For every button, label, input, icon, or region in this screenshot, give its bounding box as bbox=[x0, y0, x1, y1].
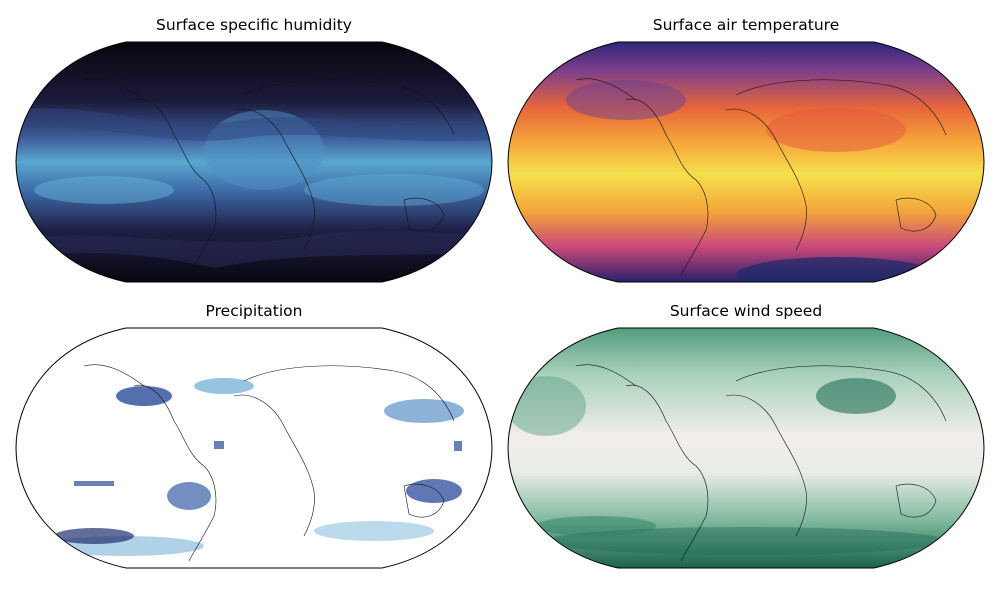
map-border bbox=[15, 327, 493, 569]
coastlines bbox=[575, 364, 947, 562]
map-border bbox=[507, 41, 985, 283]
humidity-field bbox=[16, 42, 492, 282]
panel-title: Surface specific humidity bbox=[156, 16, 352, 34]
map-surface-air-temperature bbox=[507, 41, 985, 283]
panel-surface-specific-humidity: Surface specific humidity bbox=[14, 16, 494, 286]
map-precipitation bbox=[15, 327, 493, 569]
panel-precipitation: Precipitation bbox=[14, 302, 494, 572]
map-border bbox=[15, 41, 493, 283]
panel-surface-air-temperature: Surface air temperature bbox=[506, 16, 986, 286]
map-surface-specific-humidity bbox=[15, 41, 493, 283]
coastlines bbox=[83, 78, 455, 276]
map-border bbox=[507, 327, 985, 569]
panel-surface-wind-speed: Surface wind speed bbox=[506, 302, 986, 572]
temperature-field bbox=[508, 42, 984, 282]
map-surface-wind-speed bbox=[507, 327, 985, 569]
precipitation-field bbox=[16, 328, 492, 568]
panel-title: Precipitation bbox=[205, 302, 303, 320]
coastlines bbox=[83, 364, 455, 562]
coastlines bbox=[575, 78, 947, 276]
panel-title: Surface wind speed bbox=[669, 302, 823, 320]
wind-field bbox=[508, 328, 984, 568]
panel-title: Surface air temperature bbox=[652, 16, 840, 34]
